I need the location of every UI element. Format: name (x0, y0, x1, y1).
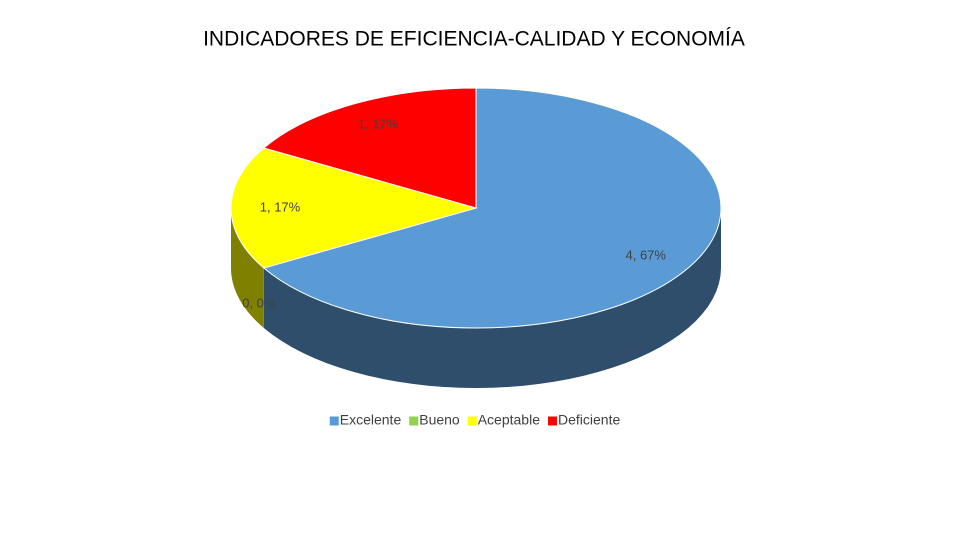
legend: Excelente Bueno Aceptable Deficiente (329, 412, 620, 428)
data-label: 1, 17% (358, 116, 399, 131)
slice (230, 147, 478, 269)
data-label: 4, 67% (625, 247, 666, 262)
slice-side (231, 208, 264, 328)
slice-side (263, 208, 721, 388)
legend-label: Bueno (419, 412, 460, 428)
data-label: 0, 0% (242, 295, 276, 310)
legend-swatch (467, 416, 477, 426)
legend-label: Aceptable (478, 412, 540, 428)
legend-label: Excelente (340, 412, 402, 428)
legend-swatch (409, 416, 419, 426)
slice (262, 87, 477, 209)
legend-label: Deficiente (558, 412, 620, 428)
legend-swatch (547, 416, 557, 426)
legend-swatch (329, 416, 339, 426)
data-label: 1, 17% (260, 199, 301, 214)
slice (262, 87, 722, 329)
chart-title: INDICADORES DE EFICIENCIA-CALIDAD Y ECON… (203, 28, 745, 51)
